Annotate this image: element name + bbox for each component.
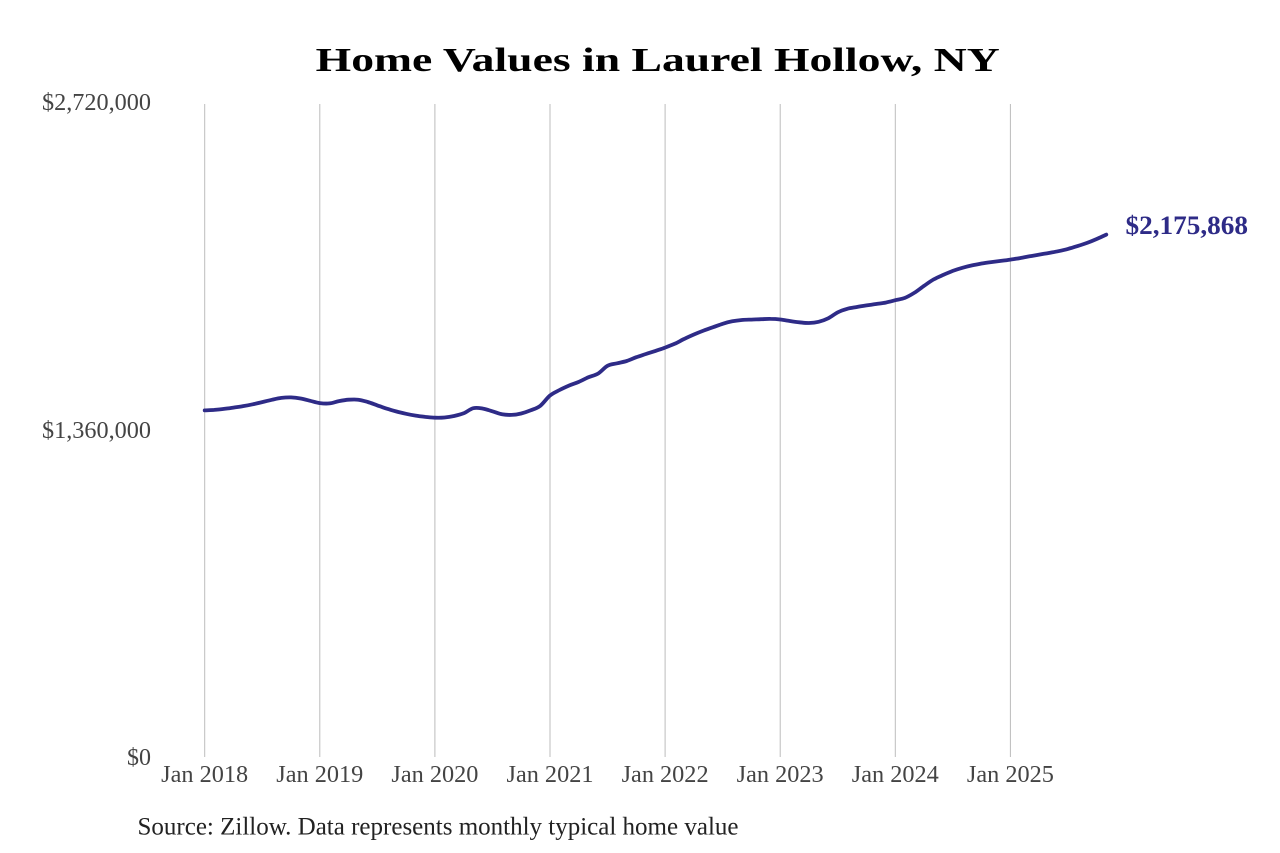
svg-text:$0: $0 [127, 745, 151, 771]
svg-text:Source: Zillow. Data represent: Source: Zillow. Data represents monthly … [138, 814, 739, 841]
svg-text:Jan 2019: Jan 2019 [276, 762, 363, 788]
svg-text:Jan 2020: Jan 2020 [391, 762, 478, 788]
svg-text:Jan 2025: Jan 2025 [967, 762, 1054, 788]
svg-text:$1,360,000: $1,360,000 [42, 418, 151, 444]
svg-text:Jan 2021: Jan 2021 [507, 762, 594, 788]
svg-text:Jan 2024: Jan 2024 [852, 762, 939, 788]
svg-text:Jan 2022: Jan 2022 [622, 762, 709, 788]
svg-text:Home Values in Laurel Hollow,: Home Values in Laurel Hollow, NY [316, 42, 1000, 79]
svg-text:$2,720,000: $2,720,000 [42, 90, 151, 116]
svg-text:$2,175,868: $2,175,868 [1126, 211, 1249, 240]
svg-text:Jan 2023: Jan 2023 [737, 762, 824, 788]
svg-text:Jan 2018: Jan 2018 [161, 762, 248, 788]
